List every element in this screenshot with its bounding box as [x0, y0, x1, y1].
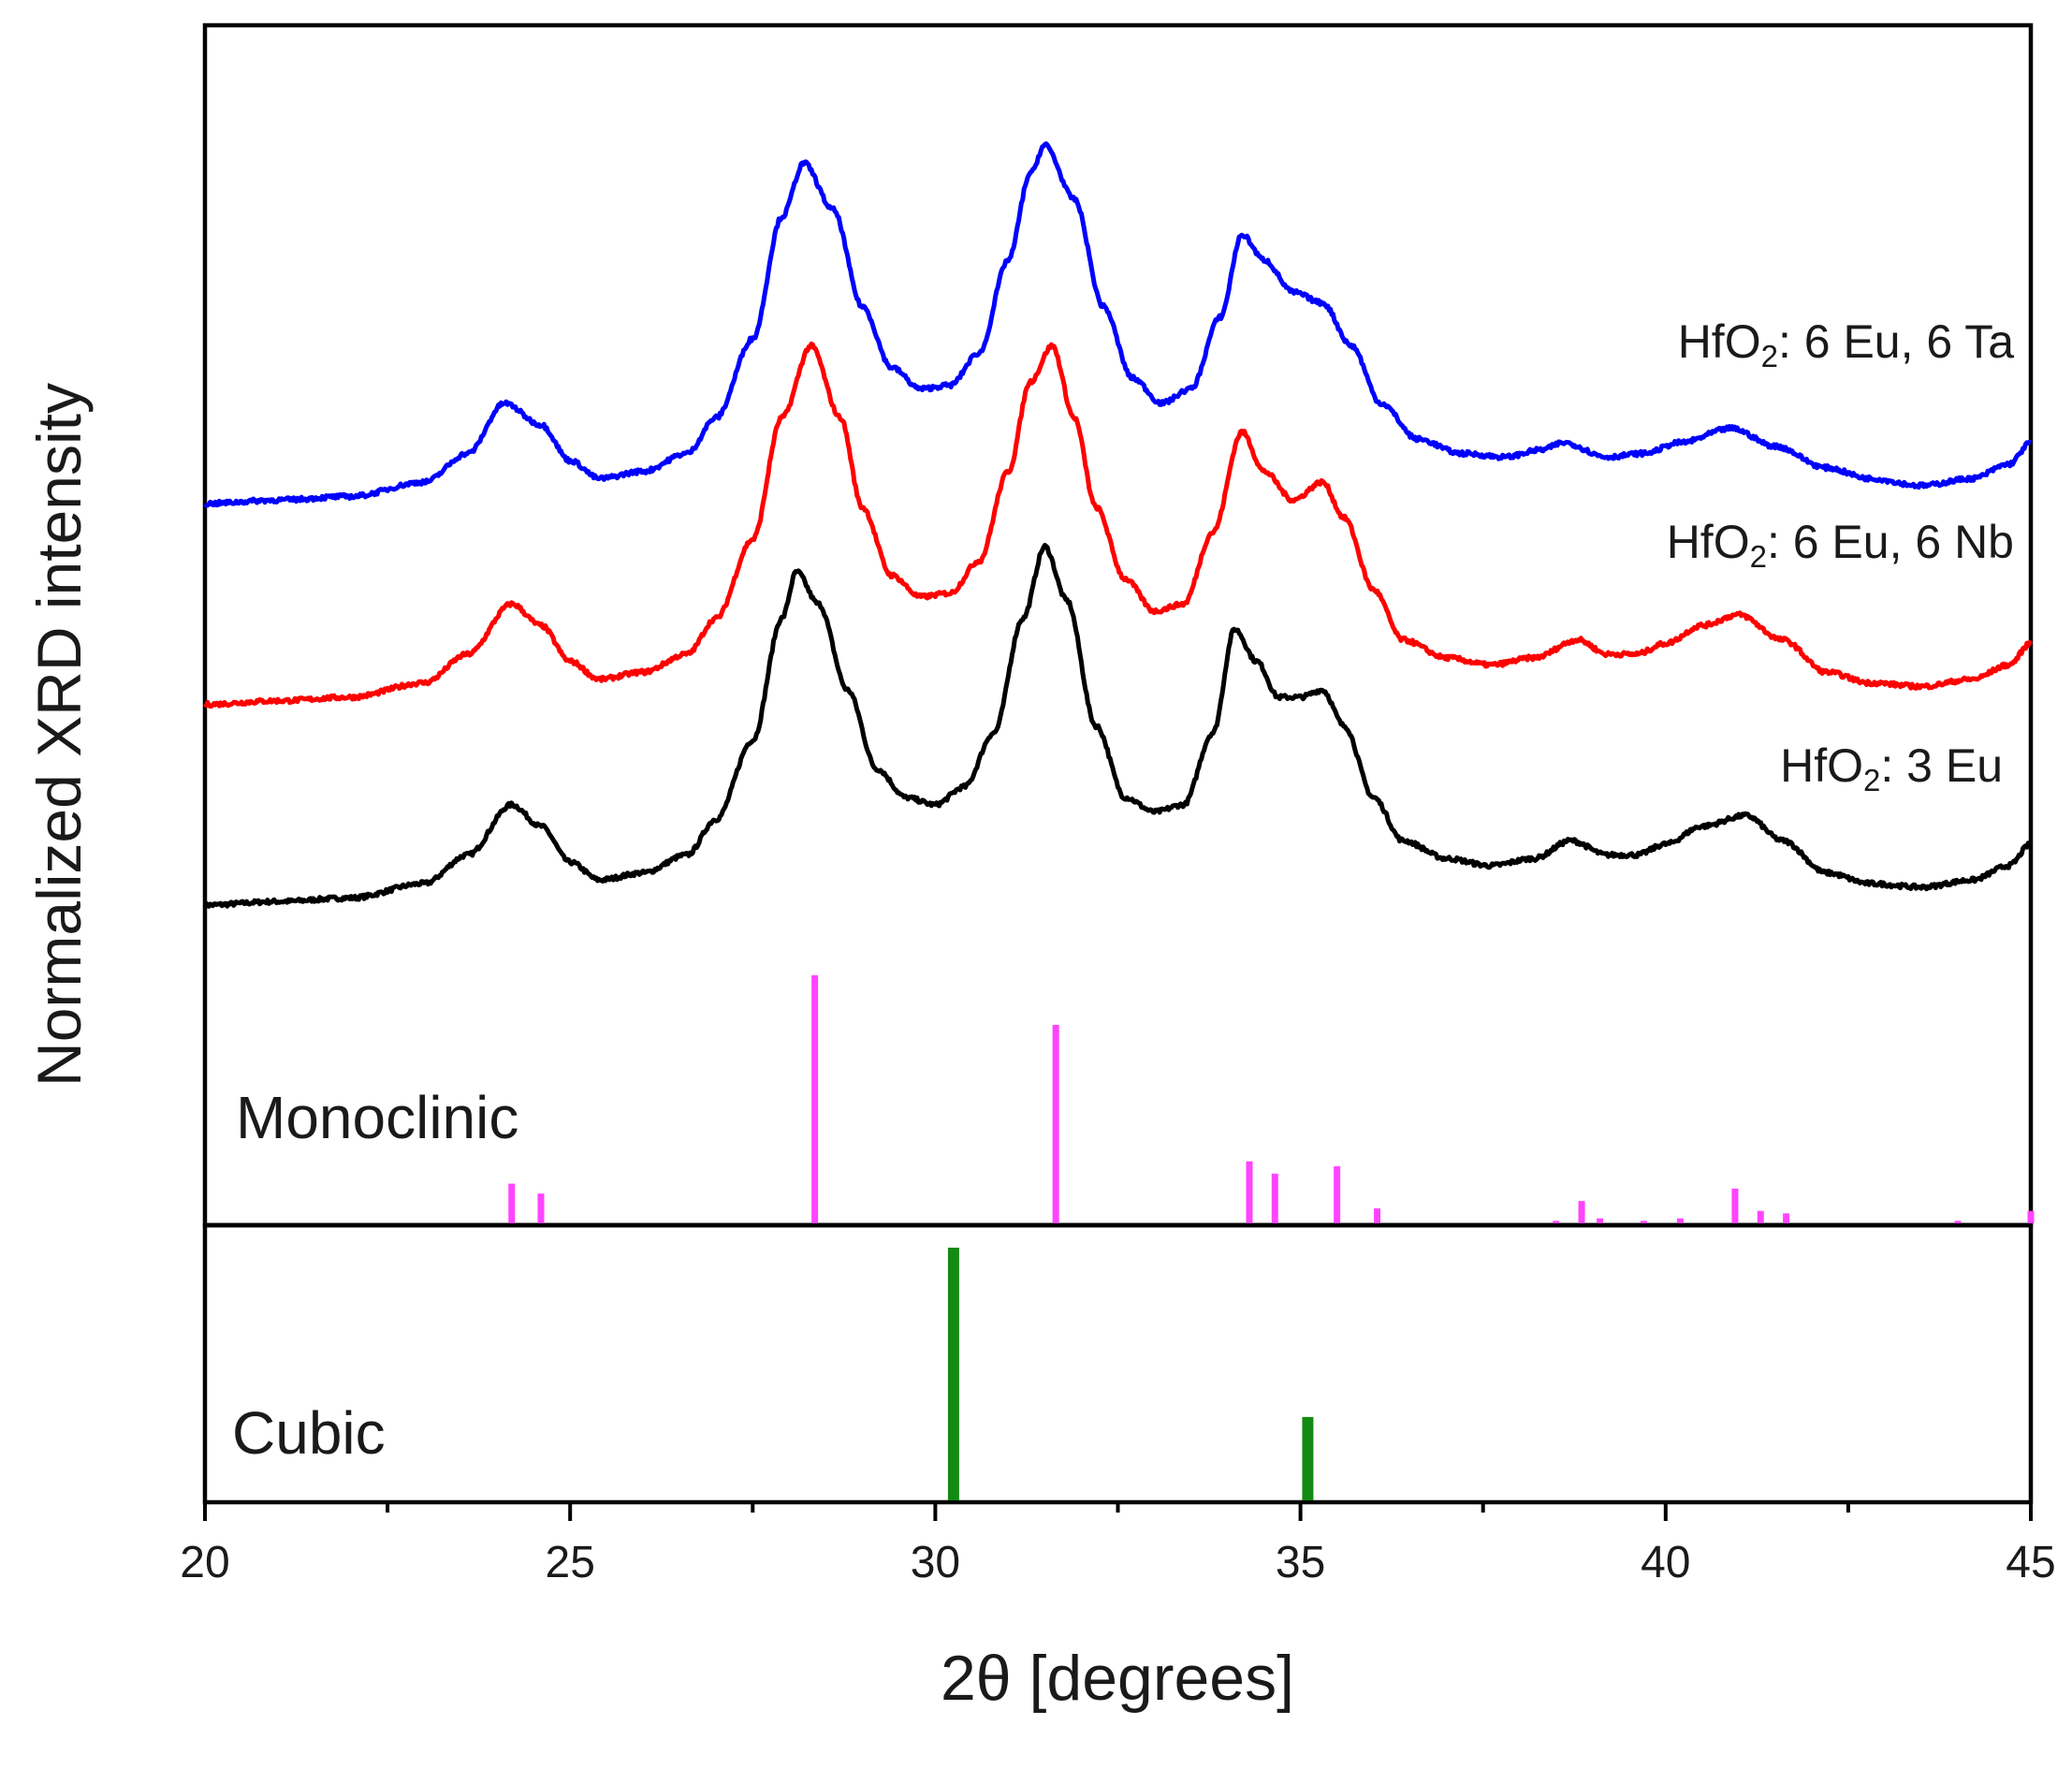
x-tick-label: 25 — [546, 1538, 595, 1587]
x-tick-label: 20 — [180, 1538, 229, 1587]
monoclinic-label: Monoclinic — [236, 1084, 518, 1151]
monoclinic-peak — [1578, 1201, 1585, 1223]
series-label-ta-sub: 2 — [1761, 339, 1778, 373]
x-axis-label: 2θ [degrees] — [941, 1643, 1294, 1714]
x-tick-label: 30 — [911, 1538, 960, 1587]
monoclinic-peak — [1757, 1210, 1764, 1223]
monoclinic-peak — [1640, 1221, 1647, 1223]
monoclinic-peak — [1731, 1188, 1739, 1223]
series-line-1 — [203, 341, 2034, 709]
series-label-eu-rest: : 3 Eu — [1880, 739, 2003, 792]
monoclinic-peak — [508, 1183, 516, 1223]
monoclinic-peak — [2027, 1210, 2035, 1223]
series-line-0 — [202, 543, 2033, 909]
x-tick-label: 35 — [1276, 1538, 1325, 1587]
series-label-nb-rest: : 6 Eu, 6 Nb — [1767, 516, 2014, 568]
monoclinic-peak — [1246, 1161, 1253, 1223]
monoclinic-peak — [1052, 1025, 1059, 1223]
cubic-label: Cubic — [232, 1399, 386, 1467]
series-label-nb-sub: 2 — [1750, 539, 1767, 574]
cubic-panel-frame — [202, 1222, 2034, 1505]
series-label-eu-sub: 2 — [1863, 763, 1880, 797]
y-axis-label: Normalized XRD intensity — [24, 383, 94, 1087]
series-label-nb-base: HfO — [1667, 516, 1750, 568]
monoclinic-peak — [1374, 1208, 1381, 1223]
series-line-2 — [203, 141, 2033, 508]
series-label-nb: HfO2: 6 Eu, 6 Nb — [1667, 516, 2014, 574]
series-label-ta: HfO2: 6 Eu, 6 Ta — [1678, 315, 2014, 373]
x-tick-label: 45 — [2006, 1538, 2055, 1587]
monoclinic-peak — [1676, 1218, 1684, 1223]
monoclinic-peak — [1553, 1221, 1560, 1223]
series-label-ta-rest: : 6 Eu, 6 Ta — [1778, 315, 2014, 368]
x-axis-tick-labels: 20 25 30 35 40 45 — [180, 1538, 2055, 1587]
x-tick-label: 40 — [1641, 1538, 1690, 1587]
cubic-peak — [1302, 1416, 1314, 1500]
xrd-curves — [202, 141, 2034, 909]
x-axis-ticks — [203, 1502, 2033, 1521]
monoclinic-peak — [1783, 1213, 1790, 1223]
monoclinic-peak — [811, 975, 819, 1223]
series-label-eu-base: HfO — [1780, 739, 1863, 792]
series-label-eu: HfO2: 3 Eu — [1780, 739, 2003, 797]
series-label-ta-base: HfO — [1678, 315, 1761, 368]
reference-sticks — [508, 975, 2035, 1500]
monoclinic-peak — [1334, 1166, 1341, 1223]
monoclinic-peak — [1954, 1221, 1962, 1223]
monoclinic-peak — [1271, 1174, 1278, 1223]
monoclinic-peak — [537, 1193, 545, 1223]
monoclinic-peak — [1597, 1218, 1604, 1223]
cubic-peak — [947, 1248, 959, 1500]
